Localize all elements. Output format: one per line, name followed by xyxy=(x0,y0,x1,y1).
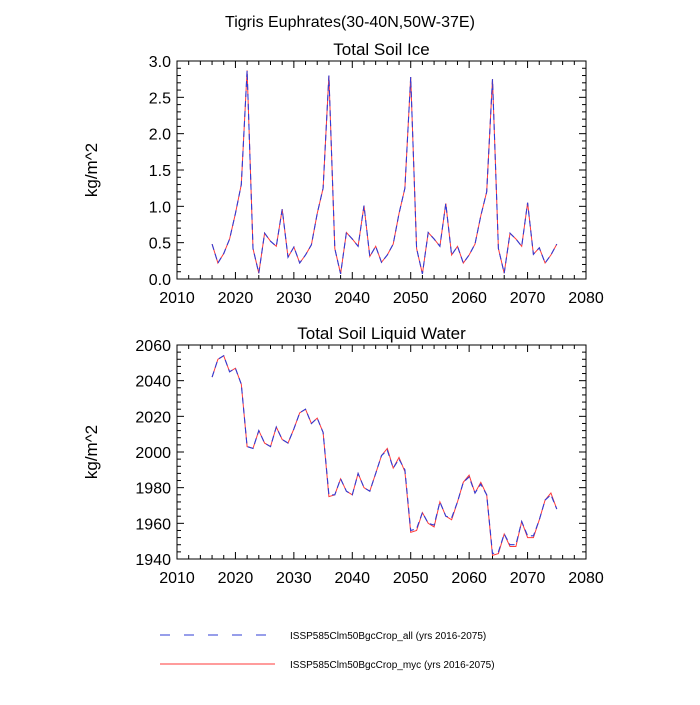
chart-title: Total Soil Ice xyxy=(333,40,429,59)
y-tick-label: 1940 xyxy=(135,552,171,569)
legend-item-myc: ISSP585Clm50BgcCrop_myc (yrs 2016-2075) xyxy=(160,660,495,671)
x-tick-label: 2070 xyxy=(510,290,546,307)
x-tick-label: 2080 xyxy=(568,570,604,587)
y-tick-label: 0.0 xyxy=(149,272,171,289)
y-tick-label: 1980 xyxy=(135,481,171,498)
legend-label-myc: ISSP585Clm50BgcCrop_myc (yrs 2016-2075) xyxy=(290,660,495,671)
y-tick-label: 3.0 xyxy=(149,54,171,71)
y-tick-label: 0.5 xyxy=(149,236,171,253)
y-axis-label: kg/m^2 xyxy=(82,143,101,197)
x-tick-label: 2060 xyxy=(451,290,487,307)
legend-item-all: ISSP585Clm50BgcCrop_all (yrs 2016-2075) xyxy=(160,631,486,642)
x-tick-label: 2020 xyxy=(218,290,254,307)
plot-frame xyxy=(176,60,587,280)
x-tick-label: 2070 xyxy=(510,570,546,587)
y-tick-label: 1.0 xyxy=(149,199,171,216)
y-tick-label: 2000 xyxy=(135,445,171,462)
x-tick-label: 2030 xyxy=(276,570,312,587)
x-tick-label: 2050 xyxy=(393,570,429,587)
x-tick-label: 2030 xyxy=(276,290,312,307)
x-tick-label: 2040 xyxy=(334,290,370,307)
legend: ISSP585Clm50BgcCrop_all (yrs 2016-2075) … xyxy=(160,631,495,671)
legend-label-all: ISSP585Clm50BgcCrop_all (yrs 2016-2075) xyxy=(290,631,486,642)
series-line-all xyxy=(211,70,558,275)
series-line-all xyxy=(211,354,558,555)
x-tick-label: 2010 xyxy=(159,570,195,587)
x-tick-label: 2010 xyxy=(159,290,195,307)
series-line-myc xyxy=(211,70,558,275)
series-line-myc xyxy=(211,354,558,557)
y-axis-label: kg/m^2 xyxy=(82,425,101,479)
y-tick-label: 2040 xyxy=(135,374,171,391)
y-tick-label: 2060 xyxy=(135,338,171,355)
y-tick-label: 2.5 xyxy=(149,90,171,107)
x-tick-label: 2040 xyxy=(334,570,370,587)
y-tick-label: 1.5 xyxy=(149,163,171,180)
chart-total-soil-liquid-water: Total Soil Liquid Water kg/m^2 2010 2020 203… xyxy=(82,324,604,587)
chart-title: Total Soil Liquid Water xyxy=(297,324,466,343)
figure-suptitle: Tigris Euphrates(30-40N,50W-37E) xyxy=(225,14,475,31)
y-tick-label: 1960 xyxy=(135,516,171,533)
x-tick-label: 2080 xyxy=(568,290,604,307)
x-tick-label: 2050 xyxy=(393,290,429,307)
x-tick-label: 2020 xyxy=(218,570,254,587)
x-tick-label: 2060 xyxy=(451,570,487,587)
y-tick-label: 2.0 xyxy=(149,127,171,144)
y-tick-label: 2020 xyxy=(135,409,171,426)
chart-total-soil-ice: Total Soil Ice kg/m^2 2010 2020 2030 2040 2050… xyxy=(82,40,604,307)
